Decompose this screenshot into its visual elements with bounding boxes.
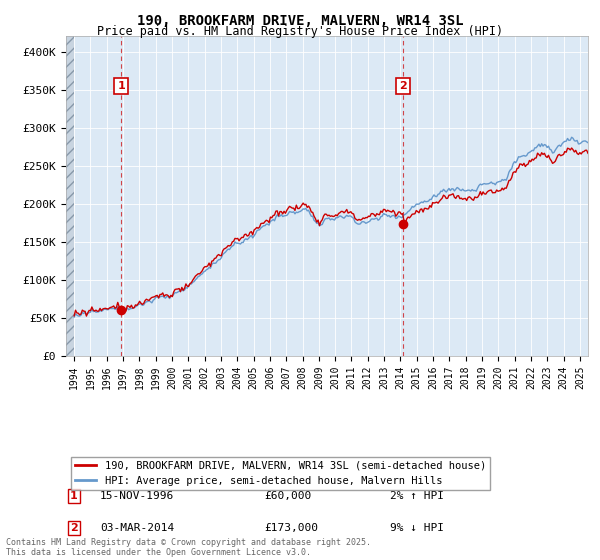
Text: 2: 2 bbox=[400, 81, 407, 91]
190, BROOKFARM DRIVE, MALVERN, WR14 3SL (semi-detached house) bbox=[561, 148, 568, 155]
190, BROOKFARM DRIVE, MALVERN, WR14 3SL (semi-detached house) bbox=[566, 147, 574, 153]
Text: £60,000: £60,000 bbox=[265, 491, 311, 501]
190, BROOKFARM DRIVE, MALVERN, WR14 3SL (semi-detached house) bbox=[275, 212, 282, 219]
190, BROOKFARM DRIVE, MALVERN, WR14 3SL (semi-detached house) bbox=[88, 304, 95, 310]
190, BROOKFARM DRIVE, MALVERN, WR14 3SL (semi-detached house) bbox=[355, 216, 362, 223]
190, BROOKFARM DRIVE, MALVERN, WR14 3SL (semi-detached house) bbox=[83, 312, 90, 319]
HPI: Average price, semi-detached house, Malvern Hills: (2.03e+03, 2.8e+05): Average price, semi-detached house, Malv… bbox=[584, 139, 592, 146]
Text: Contains HM Land Registry data © Crown copyright and database right 2025.
This d: Contains HM Land Registry data © Crown c… bbox=[6, 538, 371, 557]
Bar bbox=[66, 36, 74, 356]
Text: 2: 2 bbox=[70, 523, 78, 533]
Text: 9% ↓ HPI: 9% ↓ HPI bbox=[389, 523, 443, 533]
190, BROOKFARM DRIVE, MALVERN, WR14 3SL (semi-detached house) bbox=[389, 207, 397, 214]
Text: 03-MAR-2014: 03-MAR-2014 bbox=[100, 523, 174, 533]
Text: Price paid vs. HM Land Registry's House Price Index (HPI): Price paid vs. HM Land Registry's House … bbox=[97, 25, 503, 38]
190, BROOKFARM DRIVE, MALVERN, WR14 3SL (semi-detached house) bbox=[568, 144, 575, 151]
Line: 190, BROOKFARM DRIVE, MALVERN, WR14 3SL (semi-detached house): 190, BROOKFARM DRIVE, MALVERN, WR14 3SL … bbox=[74, 148, 588, 316]
HPI: Average price, semi-detached house, Malvern Hills: (2.01e+03, 1.73e+05): Average price, semi-detached house, Malv… bbox=[354, 221, 361, 227]
HPI: Average price, semi-detached house, Malvern Hills: (2.02e+03, 2.87e+05): Average price, semi-detached house, Malv… bbox=[568, 134, 575, 141]
HPI: Average price, semi-detached house, Malvern Hills: (2.02e+03, 2.83e+05): Average price, semi-detached house, Malv… bbox=[565, 137, 572, 144]
Text: £173,000: £173,000 bbox=[265, 523, 319, 533]
HPI: Average price, semi-detached house, Malvern Hills: (2.01e+03, 1.85e+05): Average price, semi-detached house, Malv… bbox=[274, 212, 281, 218]
HPI: Average price, semi-detached house, Malvern Hills: (2.01e+03, 1.84e+05): Average price, semi-detached house, Malv… bbox=[388, 213, 395, 220]
HPI: Average price, semi-detached house, Malvern Hills: (2.02e+03, 2.81e+05): Average price, semi-detached house, Malv… bbox=[560, 139, 567, 146]
Text: 1: 1 bbox=[70, 491, 78, 501]
HPI: Average price, semi-detached house, Malvern Hills: (1.99e+03, 5.06e+04): Average price, semi-detached house, Malv… bbox=[71, 314, 78, 320]
Text: 2% ↑ HPI: 2% ↑ HPI bbox=[389, 491, 443, 501]
HPI: Average price, semi-detached house, Malvern Hills: (2e+03, 5.72e+04): Average price, semi-detached house, Malv… bbox=[87, 309, 94, 315]
Text: 1: 1 bbox=[117, 81, 125, 91]
Line: HPI: Average price, semi-detached house, Malvern Hills: HPI: Average price, semi-detached house,… bbox=[74, 137, 588, 317]
Legend: 190, BROOKFARM DRIVE, MALVERN, WR14 3SL (semi-detached house), HPI: Average pric: 190, BROOKFARM DRIVE, MALVERN, WR14 3SL … bbox=[71, 456, 490, 490]
Text: 15-NOV-1996: 15-NOV-1996 bbox=[100, 491, 174, 501]
190, BROOKFARM DRIVE, MALVERN, WR14 3SL (semi-detached house) bbox=[584, 150, 592, 157]
190, BROOKFARM DRIVE, MALVERN, WR14 3SL (semi-detached house) bbox=[71, 312, 78, 319]
Text: 190, BROOKFARM DRIVE, MALVERN, WR14 3SL: 190, BROOKFARM DRIVE, MALVERN, WR14 3SL bbox=[137, 14, 463, 28]
